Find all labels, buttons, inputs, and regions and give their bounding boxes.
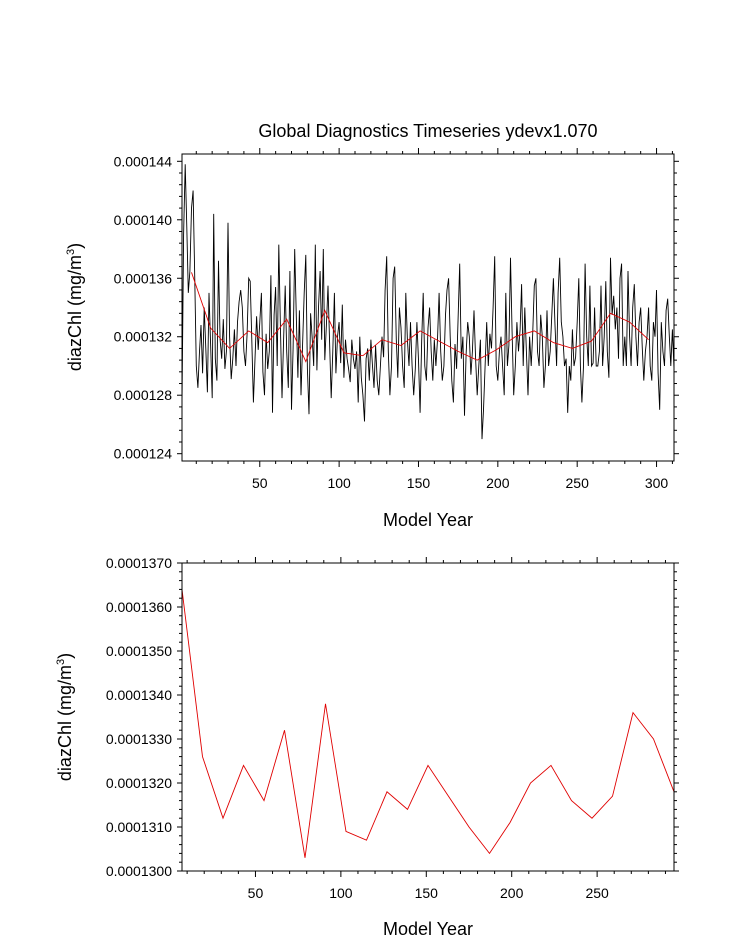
bottom-chart: 0.0001300 0.0001310 0.0001320 0.0001330 0.00…	[55, 555, 679, 939]
x-tick-label: 100	[327, 475, 351, 491]
y-tick-label: 0.000128	[114, 387, 173, 403]
x-tick-label: 150	[407, 475, 431, 491]
y-axis-label-sup: 3	[65, 249, 77, 255]
x-tick-label: 250	[566, 475, 590, 491]
y-tick-label: 0.0001350	[106, 643, 172, 659]
x-tick-label: 300	[645, 475, 669, 491]
x-tick-label: 50	[248, 885, 264, 901]
series-line-annual	[181, 164, 675, 440]
plot-frame	[181, 153, 675, 462]
y-tick-label: 0.000136	[114, 270, 173, 286]
y-tick-label: 0.000132	[114, 329, 173, 345]
series-line-running-mean	[181, 589, 675, 858]
y-axis-label: diazChl (mg/m3)	[65, 243, 85, 371]
y-tick-label: 0.0001370	[106, 555, 172, 571]
top-chart-marks	[181, 164, 675, 440]
x-tick-label: 200	[486, 475, 510, 491]
x-tick-label: 200	[500, 885, 524, 901]
y-tick-label: 0.000140	[114, 212, 173, 228]
y-tick-label: 0.0001300	[106, 863, 172, 879]
x-tick-label: 150	[415, 885, 439, 901]
y-axis-label: diazChl (mg/m3)	[55, 653, 75, 781]
y-tick-label: 0.0001320	[106, 775, 172, 791]
y-tick-label: 0.0001330	[106, 731, 172, 747]
y-tick-label: 0.0001340	[106, 687, 172, 703]
bottom-chart-marks	[181, 589, 675, 858]
top-chart: Global Diagnostics Timeseries ydevx1.070…	[65, 121, 679, 530]
y-tick-label: 0.0001310	[106, 819, 172, 835]
plot-frame	[181, 562, 675, 872]
y-axis-label-main: diazChl (mg/m	[55, 665, 75, 781]
x-axis-label: Model Year	[383, 919, 473, 939]
x-axis-label: Model Year	[383, 510, 473, 530]
y-tick-label: 0.000144	[114, 153, 173, 169]
bottom-chart-ticks: 0.0001300 0.0001310 0.0001320 0.0001330 0.00…	[106, 555, 679, 901]
y-axis-label-close: )	[65, 243, 85, 249]
y-axis-label-sup: 3	[55, 659, 67, 665]
chart-title: Global Diagnostics Timeseries ydevx1.070	[258, 121, 597, 141]
x-tick-label: 250	[585, 885, 609, 901]
y-axis-label-close: )	[55, 653, 75, 659]
series-line-running-mean	[191, 272, 649, 363]
x-tick-label: 100	[329, 885, 353, 901]
x-tick-label: 50	[252, 475, 268, 491]
y-tick-label: 0.0001360	[106, 599, 172, 615]
top-chart-ticks: 0.000124 0.000128 0.000132 0.000136 0.000140…	[114, 148, 679, 491]
y-axis-label-main: diazChl (mg/m	[65, 255, 85, 371]
y-tick-label: 0.000124	[114, 446, 173, 462]
